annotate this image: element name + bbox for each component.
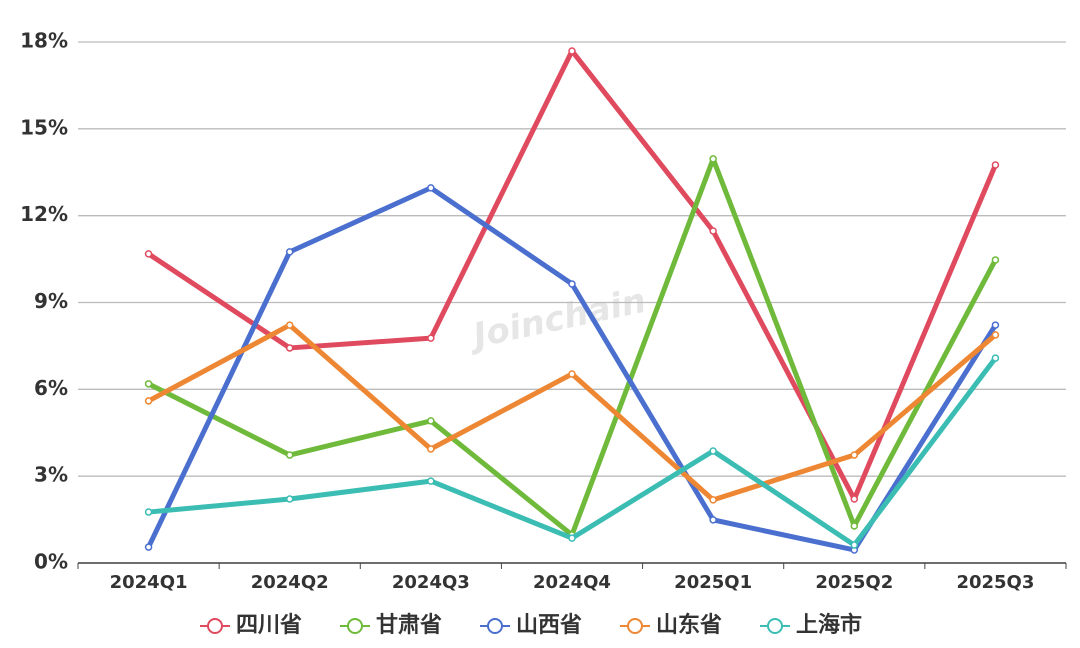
point bbox=[144, 250, 153, 258]
point bbox=[285, 495, 294, 503]
legend-label: 上海市 bbox=[796, 612, 862, 638]
legend-marker bbox=[347, 618, 363, 634]
point bbox=[144, 397, 153, 405]
point bbox=[568, 47, 576, 55]
point bbox=[850, 495, 859, 503]
x-tick-label: 2025Q2 bbox=[815, 572, 893, 593]
point bbox=[285, 451, 294, 459]
point bbox=[427, 184, 435, 192]
point bbox=[144, 543, 153, 551]
point bbox=[709, 516, 717, 524]
point bbox=[709, 447, 717, 455]
point bbox=[991, 256, 1000, 264]
y-tick-label: 0% bbox=[34, 550, 68, 574]
legend-label: 甘肃省 bbox=[376, 612, 442, 638]
watermark: Joinchain bbox=[464, 281, 649, 358]
legend-label: 山东省 bbox=[656, 612, 722, 638]
x-tick-label: 2024Q1 bbox=[110, 572, 188, 593]
point bbox=[427, 417, 435, 425]
point bbox=[144, 380, 153, 388]
legend-label: 山西省 bbox=[516, 613, 582, 638]
point bbox=[144, 508, 153, 516]
point bbox=[991, 354, 1000, 362]
point bbox=[427, 477, 435, 485]
series-line bbox=[147, 48, 998, 502]
point bbox=[850, 541, 859, 549]
point bbox=[568, 280, 576, 288]
x-tick-label: 2024Q4 bbox=[533, 572, 611, 593]
x-tick-label: 2024Q3 bbox=[392, 572, 470, 593]
y-tick-label: 15% bbox=[20, 115, 68, 139]
point bbox=[709, 155, 717, 163]
point bbox=[709, 496, 717, 504]
series-line bbox=[147, 322, 998, 503]
legend-marker bbox=[767, 618, 783, 634]
legend-marker bbox=[487, 618, 503, 634]
y-tick-label: 9% bbox=[34, 289, 68, 313]
y-tick-label: 6% bbox=[34, 376, 68, 400]
y-tick-label: 18% bbox=[20, 29, 68, 53]
x-tick-label: 2024Q2 bbox=[251, 572, 329, 593]
point bbox=[568, 370, 576, 378]
legend-marker bbox=[207, 618, 223, 634]
point bbox=[568, 534, 576, 542]
point bbox=[991, 331, 1000, 339]
legend-label: 四川省 bbox=[236, 613, 302, 638]
point bbox=[427, 445, 435, 453]
y-tick-label: 12% bbox=[20, 202, 68, 226]
x-tick-label: 2025Q1 bbox=[674, 572, 752, 593]
x-tick-label: 2025Q3 bbox=[956, 572, 1034, 593]
point bbox=[850, 451, 859, 459]
point bbox=[991, 321, 1000, 329]
series-line bbox=[148, 356, 998, 548]
point bbox=[285, 344, 294, 352]
point bbox=[427, 334, 435, 342]
point bbox=[991, 161, 1000, 169]
point bbox=[709, 227, 717, 235]
y-tick-label: 3% bbox=[34, 463, 68, 487]
point bbox=[285, 321, 294, 329]
point bbox=[850, 522, 859, 530]
legend-marker bbox=[627, 618, 643, 634]
point bbox=[285, 248, 294, 256]
